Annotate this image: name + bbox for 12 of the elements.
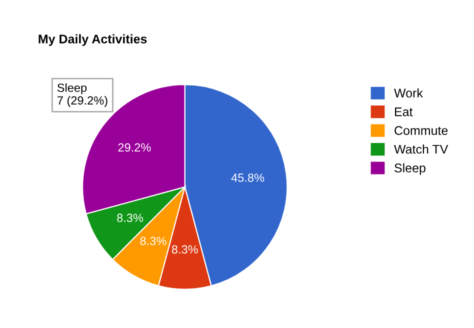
legend-label: Eat <box>395 108 413 116</box>
data-label: 8.3% <box>172 245 198 254</box>
legend-label: Work <box>394 88 423 98</box>
data-label: 8.3% <box>117 214 144 222</box>
text: Sleep 7 (29.2%) <box>57 83 108 107</box>
legend-label: Sleep <box>394 163 426 175</box>
data-label: 8.3% <box>140 236 166 246</box>
data-label: 45.8% <box>231 174 264 182</box>
chart-title: My Daily Activities <box>38 34 147 46</box>
data-label: 29.2% <box>118 143 151 152</box>
legend-label: Commute <box>394 126 448 135</box>
legend-label: Watch TV <box>394 144 448 154</box>
